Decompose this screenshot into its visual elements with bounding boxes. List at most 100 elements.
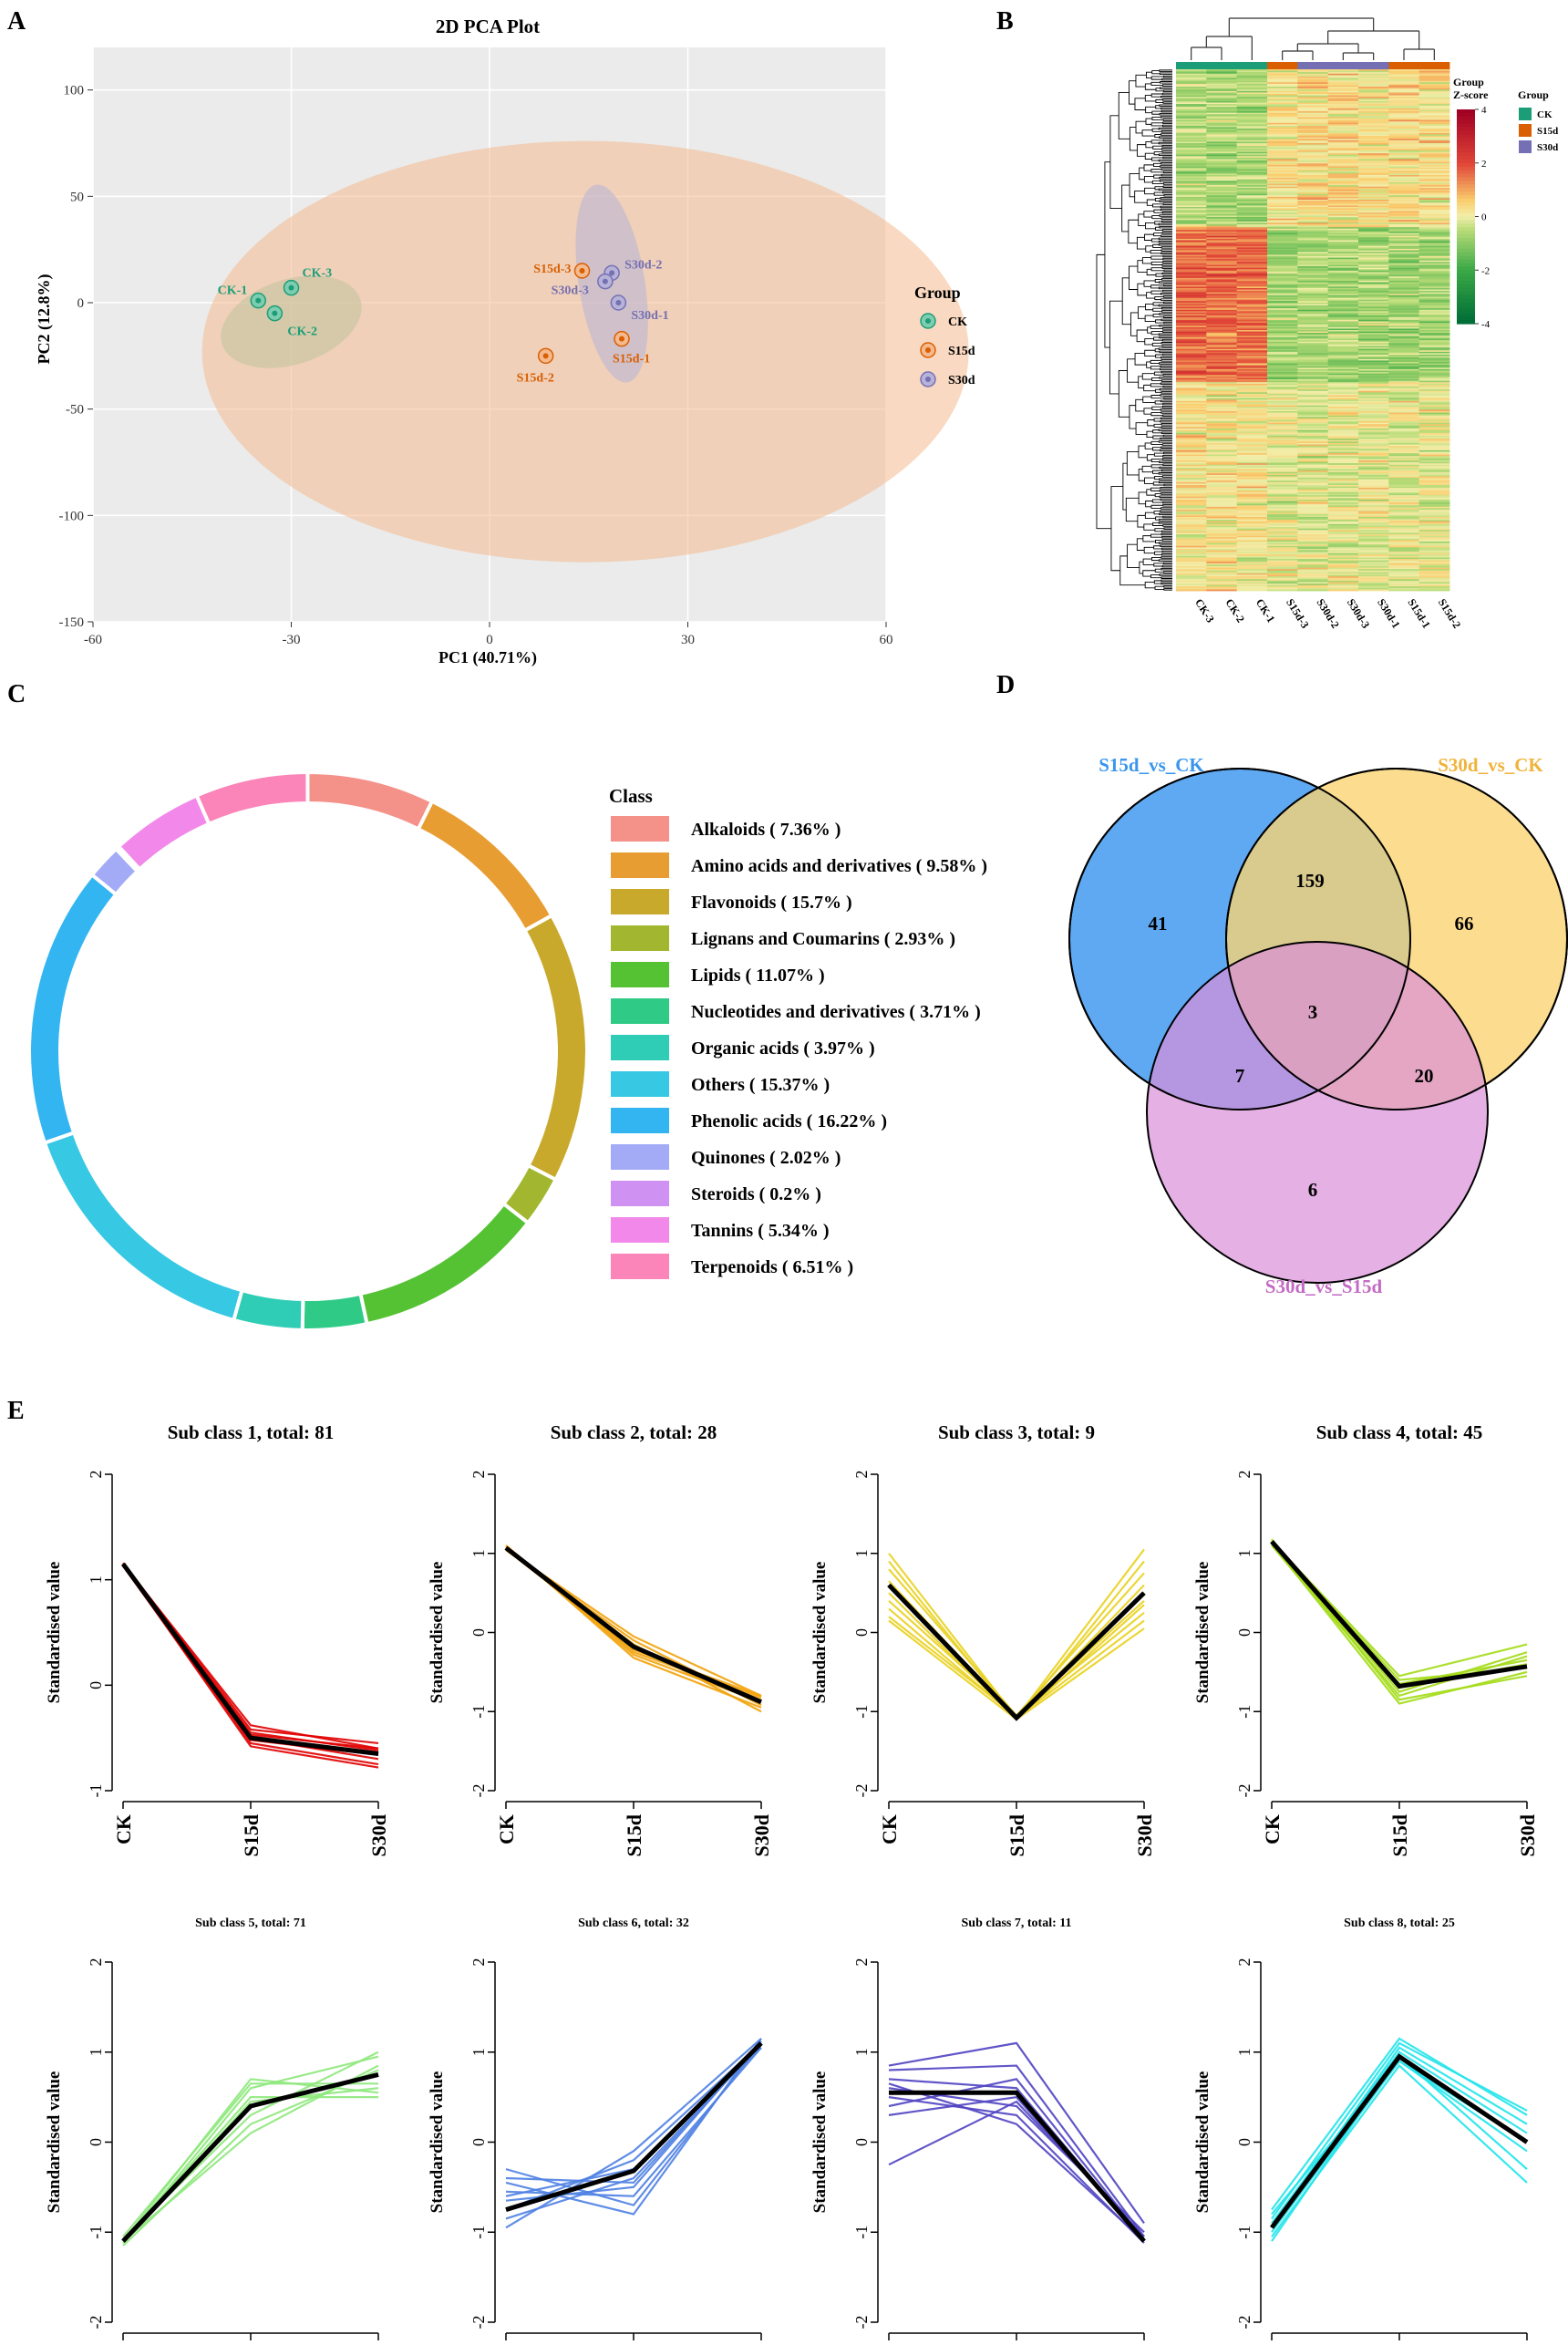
heatmap-colorbar-tick-label: -2 [1481,265,1490,276]
heatmap-cell [1267,414,1298,417]
heatmap-cell [1358,243,1389,245]
heatmap-cell [1236,108,1268,110]
heatmap-cell [1418,75,1450,77]
heatmap-cell [1358,343,1389,346]
heatmap-cell [1418,255,1450,258]
heatmap-colorbar-tick-label: -4 [1481,319,1491,330]
heatmap-cell [1418,560,1450,563]
heatmap-cell [1206,280,1238,283]
heatmap-cell [1176,538,1207,541]
heatmap-cell [1267,424,1298,427]
heatmap-cell [1418,252,1450,254]
heatmap-cell [1176,83,1207,86]
heatmap-group-cell [1358,62,1389,69]
heatmap-cell [1358,334,1389,336]
heatmap-cell [1418,240,1450,243]
heatmap-cell [1297,496,1329,499]
heatmap-cell [1297,478,1329,480]
heatmap-cell [1327,527,1359,530]
heatmap-cell [1206,324,1238,326]
heatmap-cell [1388,545,1420,548]
heatmap-cell [1236,141,1268,144]
heatmap-cell [1267,453,1298,456]
heatmap-cell [1236,94,1268,96]
heatmap-cell [1327,208,1359,211]
heatmap-cell [1206,516,1238,519]
heatmap-cell [1206,587,1238,590]
heatmap-cell [1358,139,1389,141]
heatmap-cell [1297,580,1329,583]
heatmap-colorbar-segment [1457,181,1475,185]
heatmap-cell [1418,409,1450,412]
heatmap-cell [1327,559,1359,562]
heatmap-cell [1388,488,1420,491]
heatmap-cell [1358,347,1389,350]
heatmap-cell [1236,525,1268,528]
heatmap-cell [1206,315,1238,318]
heatmap-cell [1297,535,1329,538]
heatmap-cell [1297,159,1329,161]
heatmap-cell [1418,478,1450,480]
heatmap-cell [1327,368,1359,371]
heatmap-cell [1327,80,1359,83]
heatmap-cell [1327,418,1359,420]
heatmap-cell [1327,511,1359,513]
heatmap-cell [1176,188,1207,191]
heatmap-cell [1176,393,1207,396]
heatmap-cell [1358,522,1389,525]
heatmap-cell [1388,159,1420,161]
heatmap-cell [1236,336,1268,338]
heatmap-cell [1418,480,1450,483]
heatmap-cell [1418,483,1450,486]
heatmap-cell [1297,136,1329,139]
subclass-member-line [505,2042,762,2206]
heatmap-cell [1358,346,1389,348]
heatmap-cell [1267,348,1298,351]
heatmap-cell [1267,574,1298,577]
heatmap-cell [1206,429,1238,432]
heatmap-cell [1236,469,1268,471]
subclass-y-tick-label: -1 [87,1784,105,1798]
heatmap-cell [1297,483,1329,486]
heatmap-cell [1176,488,1207,491]
heatmap-cell [1418,491,1450,494]
heatmap-cell [1327,215,1359,218]
heatmap-cell [1327,296,1359,299]
heatmap-cell [1206,356,1238,358]
heatmap-cell [1176,584,1207,587]
heatmap-cell [1206,532,1238,535]
heatmap-cell [1176,528,1207,531]
heatmap-cell [1388,166,1420,169]
heatmap-cell [1206,534,1238,537]
heatmap-cell [1236,284,1268,287]
heatmap-cell [1418,532,1450,535]
heatmap-cell [1327,459,1359,461]
heatmap-cell [1236,257,1268,260]
heatmap-colorbar-segment [1457,284,1475,289]
heatmap-cell [1388,586,1420,589]
heatmap-cell [1236,365,1268,367]
heatmap-cell [1388,336,1420,338]
heatmap-cell [1176,321,1207,324]
heatmap-cell [1418,181,1450,183]
heatmap-cell [1388,429,1420,431]
heatmap-cell [1297,95,1329,98]
heatmap-cell [1327,523,1359,526]
heatmap-cell [1388,341,1420,344]
heatmap-cell [1388,224,1420,226]
heatmap-cell [1388,80,1420,83]
heatmap-cell [1418,73,1450,76]
heatmap-cell [1236,151,1268,154]
heatmap-cell [1297,272,1329,274]
heatmap-cell [1267,569,1298,572]
heatmap-cell [1358,467,1389,470]
heatmap-cell [1176,153,1207,156]
heatmap-cell [1418,217,1450,220]
heatmap-cell [1358,437,1389,439]
heatmap-cell [1388,222,1420,225]
heatmap-cell [1267,415,1298,418]
heatmap-cell [1388,318,1420,321]
heatmap-cell [1236,92,1268,95]
heatmap-cell [1388,125,1420,128]
heatmap-legend-key-ck [1519,108,1532,120]
